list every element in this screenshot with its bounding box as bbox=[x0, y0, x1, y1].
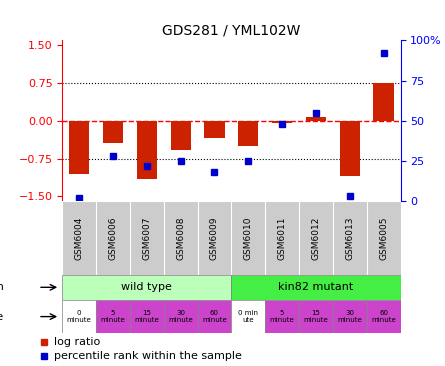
Bar bbox=[170, 121, 191, 150]
Text: 60
minute: 60 minute bbox=[202, 310, 227, 323]
Text: percentile rank within the sample: percentile rank within the sample bbox=[54, 351, 243, 362]
Bar bbox=[367, 300, 401, 333]
Text: 15
minute: 15 minute bbox=[134, 310, 159, 323]
Bar bbox=[164, 300, 198, 333]
Text: GSM6004: GSM6004 bbox=[75, 216, 84, 259]
Text: GSM6011: GSM6011 bbox=[278, 216, 287, 259]
Bar bbox=[340, 121, 360, 176]
Text: time: time bbox=[0, 311, 4, 322]
Text: GSM6013: GSM6013 bbox=[345, 216, 354, 259]
Bar bbox=[231, 300, 265, 333]
Text: GSM6010: GSM6010 bbox=[244, 216, 253, 259]
Bar bbox=[333, 300, 367, 333]
Bar bbox=[137, 121, 157, 179]
Text: 15
minute: 15 minute bbox=[303, 310, 328, 323]
Text: GSM6006: GSM6006 bbox=[109, 216, 117, 259]
Title: GDS281 / YML102W: GDS281 / YML102W bbox=[162, 24, 300, 38]
Text: GSM6009: GSM6009 bbox=[210, 216, 219, 259]
Bar bbox=[238, 121, 259, 146]
Text: log ratio: log ratio bbox=[54, 337, 101, 347]
Bar bbox=[69, 121, 89, 173]
Text: 0
minute: 0 minute bbox=[67, 310, 92, 323]
Bar bbox=[265, 300, 299, 333]
Bar bbox=[299, 300, 333, 333]
Text: GSM6005: GSM6005 bbox=[379, 216, 388, 259]
Text: 5
minute: 5 minute bbox=[101, 310, 125, 323]
Text: 30
minute: 30 minute bbox=[337, 310, 362, 323]
Text: wild type: wild type bbox=[121, 282, 172, 292]
Bar bbox=[204, 121, 225, 138]
Text: 0 min
ute: 0 min ute bbox=[239, 310, 258, 323]
Text: GSM6012: GSM6012 bbox=[312, 216, 320, 259]
Text: GSM6008: GSM6008 bbox=[176, 216, 185, 259]
Text: GSM6007: GSM6007 bbox=[142, 216, 151, 259]
Bar bbox=[62, 274, 231, 300]
Bar bbox=[306, 117, 326, 121]
Text: 60
minute: 60 minute bbox=[371, 310, 396, 323]
Text: kin82 mutant: kin82 mutant bbox=[278, 282, 354, 292]
Bar bbox=[231, 274, 400, 300]
Bar bbox=[96, 300, 130, 333]
Bar bbox=[103, 121, 123, 143]
Bar bbox=[62, 300, 96, 333]
Text: 30
minute: 30 minute bbox=[168, 310, 193, 323]
Bar bbox=[198, 300, 231, 333]
Bar bbox=[272, 121, 292, 123]
Text: 5
minute: 5 minute bbox=[270, 310, 295, 323]
Text: strain: strain bbox=[0, 282, 4, 292]
Bar bbox=[130, 300, 164, 333]
Bar bbox=[373, 83, 394, 121]
